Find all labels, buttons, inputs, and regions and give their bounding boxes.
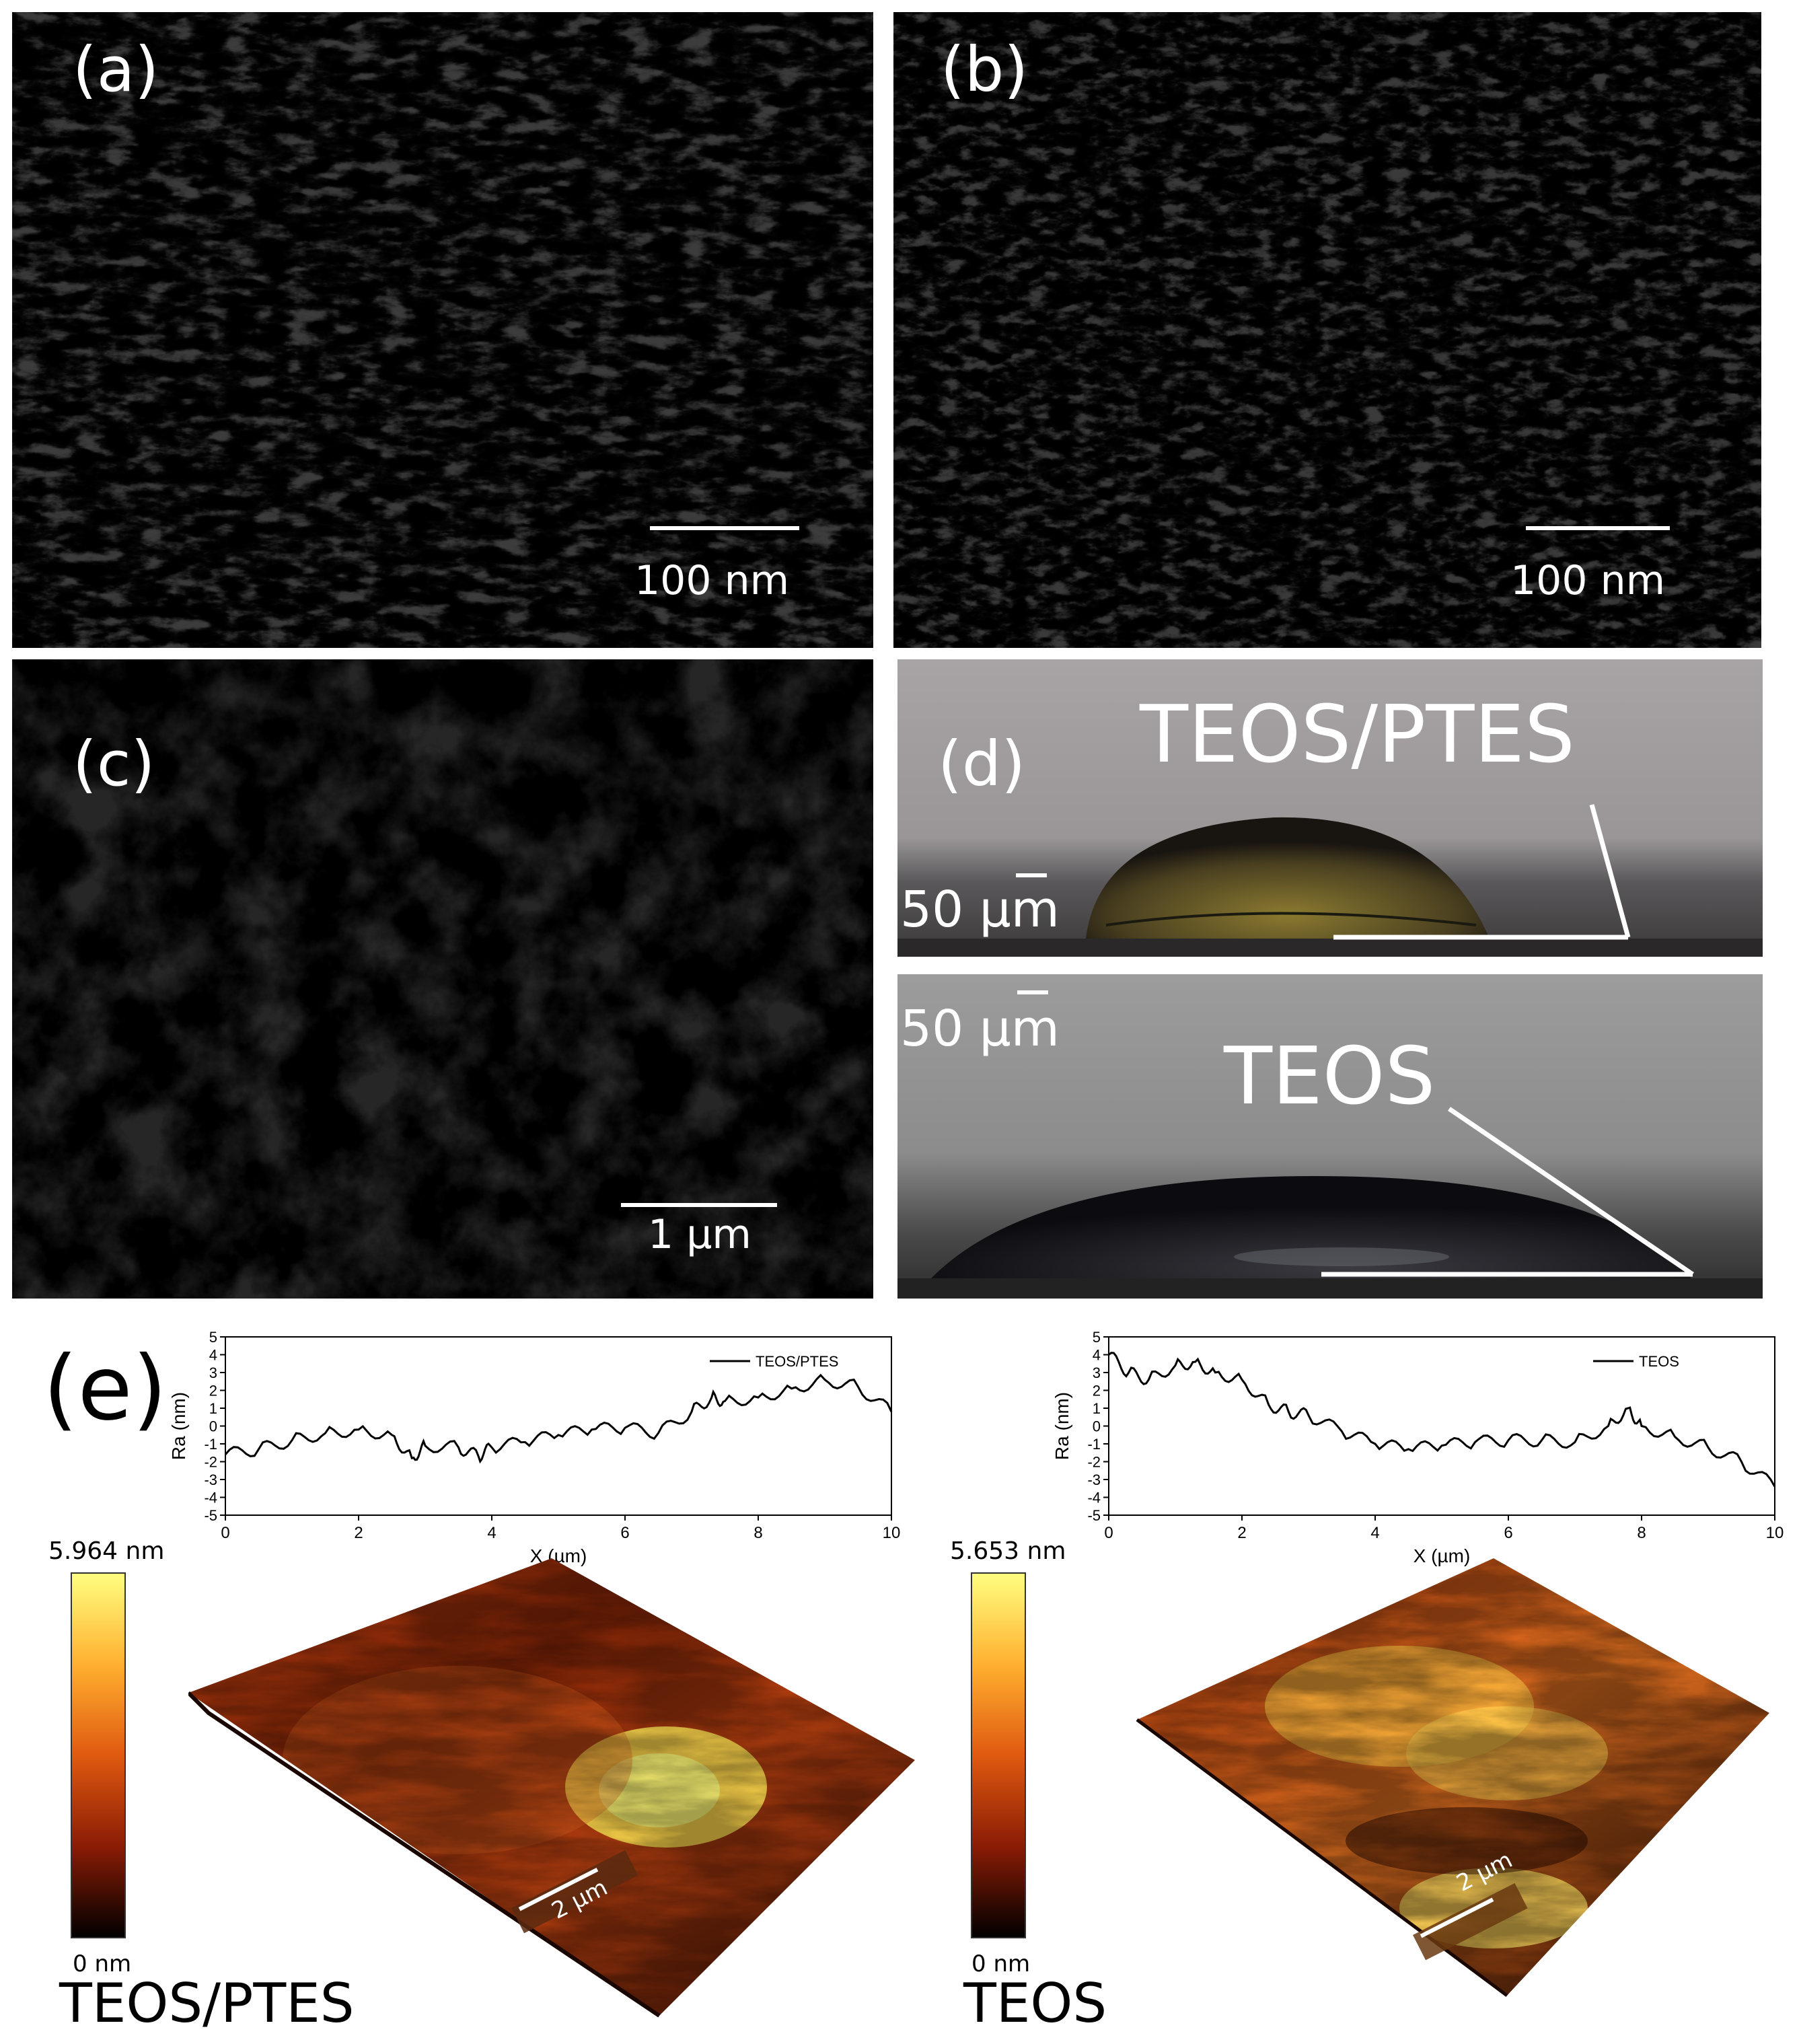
afm-min-label-left: 0 nm	[73, 1950, 132, 1977]
sem-panel-b: (b) 100 nm	[893, 12, 1761, 648]
y-tick-label: 0	[209, 1418, 217, 1435]
y-tick-label: -5	[1087, 1507, 1101, 1524]
panel-label-c: (c)	[73, 728, 155, 800]
scale-bar-label-d-top: 50 µm	[900, 881, 1060, 939]
series-line	[224, 1373, 893, 1464]
x-tick-label: 0	[221, 1524, 229, 1542]
scale-bar-b	[1526, 526, 1670, 530]
scale-bar-d-bottom	[1017, 990, 1048, 994]
legend-label: TEOS	[1639, 1353, 1679, 1370]
y-tick-label: 1	[1093, 1400, 1101, 1417]
y-tick-label: -1	[1087, 1436, 1101, 1453]
afm-surface-right	[1136, 1558, 1769, 1998]
x-tick-label: 2	[354, 1524, 363, 1542]
y-tick-label: -4	[204, 1490, 217, 1506]
sem-panel-a: (a) 100 nm	[12, 12, 873, 648]
y-tick-label: -3	[1087, 1471, 1101, 1488]
afm-max-label-right: 5.653 nm	[950, 1537, 1066, 1565]
y-tick-label: -2	[204, 1454, 217, 1471]
droplet-title-teos-ptes: TEOS/PTES	[1140, 688, 1575, 780]
sem-image-b	[893, 12, 1761, 648]
scale-bar-label-a: 100 nm	[634, 557, 790, 604]
scale-bar-label-d-bottom: 50 µm	[900, 1000, 1060, 1058]
x-tick-label: 6	[1504, 1524, 1512, 1542]
y-tick-label: -1	[204, 1436, 217, 1453]
x-tick-label: 6	[620, 1524, 629, 1542]
y-tick-label: -2	[1087, 1454, 1101, 1471]
y-axis-label: Ra (nm)	[168, 1392, 189, 1460]
y-axis-label: Ra (nm)	[1052, 1392, 1072, 1460]
sem-panel-c: (c) 1 µm	[12, 659, 873, 1299]
scale-bar-c	[621, 1203, 777, 1207]
y-tick-label: 5	[1093, 1329, 1101, 1346]
y-tick-label: 0	[1093, 1418, 1101, 1435]
afm-max-label-left: 5.964 nm	[48, 1537, 165, 1565]
x-tick-label: 8	[1637, 1524, 1646, 1542]
y-tick-label: 5	[209, 1329, 217, 1346]
y-tick-label: 3	[1093, 1364, 1101, 1381]
sem-image-c	[12, 659, 873, 1299]
y-tick-label: -5	[204, 1507, 217, 1524]
x-tick-label: 10	[883, 1524, 901, 1542]
legend-label: TEOS/PTES	[756, 1353, 838, 1370]
x-tick-label: 4	[1370, 1524, 1379, 1542]
y-tick-label: 4	[209, 1347, 217, 1364]
sem-image-a	[12, 12, 873, 648]
x-tick-label: 2	[1237, 1524, 1246, 1542]
y-tick-label: -3	[204, 1471, 217, 1488]
scale-bar-a	[650, 526, 799, 530]
afm-sample-label-right: TEOS	[963, 1972, 1107, 2035]
y-tick-label: 4	[1093, 1347, 1101, 1364]
afm-colorbar-left	[70, 1572, 126, 1939]
droplet-image-teos	[897, 974, 1763, 1299]
y-tick-label: 2	[1093, 1383, 1101, 1399]
x-axis-label: X (µm)	[1414, 1545, 1471, 1566]
contact-angle-lines-bottom	[1321, 1107, 1694, 1277]
droplet-title-teos: TEOS	[1224, 1029, 1436, 1122]
scale-bar-label-c: 1 µm	[648, 1211, 751, 1258]
contact-angle-panel-top: (d) TEOS/PTES 50 µm	[897, 659, 1763, 957]
x-tick-label: 10	[1766, 1524, 1784, 1542]
panel-label-d: (d)	[938, 728, 1026, 800]
afm-surface-left	[188, 1558, 915, 2018]
panel-label-a: (a)	[73, 34, 159, 106]
y-tick-label: 2	[209, 1383, 217, 1399]
y-tick-label: 3	[209, 1364, 217, 1381]
panel-label-e: (e)	[43, 1337, 168, 1440]
contact-angle-lines-top	[1333, 804, 1631, 940]
series-line	[1108, 1352, 1776, 1488]
x-tick-label: 4	[487, 1524, 496, 1542]
afm-min-label-right: 0 nm	[971, 1950, 1031, 1977]
afm-sample-label-left: TEOS/PTES	[59, 1972, 355, 2035]
y-tick-label: -4	[1087, 1490, 1101, 1506]
x-tick-label: 8	[754, 1524, 762, 1542]
contact-angle-panel-bottom: 50 µm TEOS	[897, 974, 1763, 1299]
afm-colorbar-right	[970, 1572, 1027, 1939]
scale-bar-label-b: 100 nm	[1510, 557, 1666, 604]
x-tick-label: 0	[1104, 1524, 1113, 1542]
y-tick-label: 1	[209, 1400, 217, 1417]
panel-label-b: (b)	[941, 34, 1029, 106]
scale-bar-d-top	[1016, 873, 1047, 877]
